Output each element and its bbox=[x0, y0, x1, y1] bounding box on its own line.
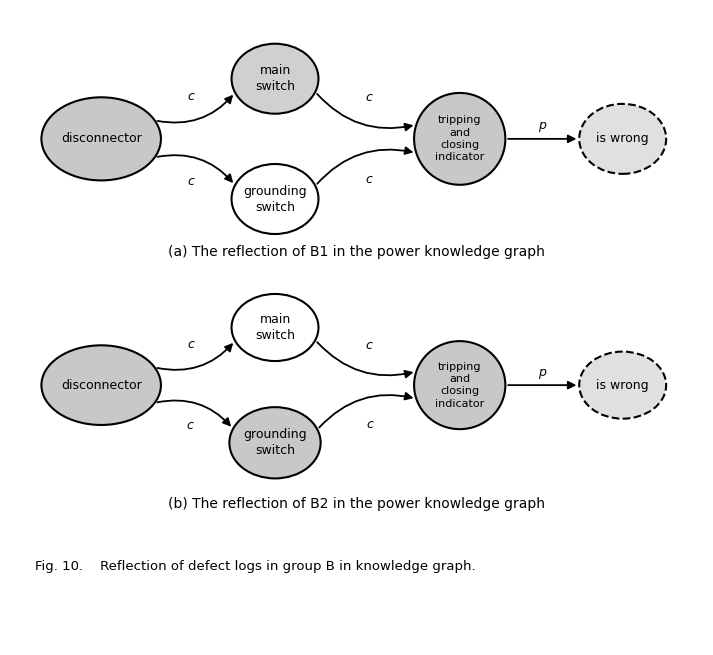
Ellipse shape bbox=[41, 345, 161, 425]
FancyArrowPatch shape bbox=[317, 342, 411, 377]
Text: disconnector: disconnector bbox=[61, 379, 142, 392]
Text: (a) The reflection of B1 in the power knowledge graph: (a) The reflection of B1 in the power kn… bbox=[168, 245, 545, 259]
Text: tripping
and
closing
indicator: tripping and closing indicator bbox=[435, 362, 484, 409]
Ellipse shape bbox=[232, 44, 319, 114]
Text: Fig. 10.    Reflection of defect logs in group B in knowledge graph.: Fig. 10. Reflection of defect logs in gr… bbox=[35, 560, 476, 573]
Ellipse shape bbox=[579, 104, 666, 174]
Text: c: c bbox=[188, 175, 195, 188]
FancyArrowPatch shape bbox=[317, 94, 411, 130]
FancyArrowPatch shape bbox=[158, 400, 230, 425]
FancyArrowPatch shape bbox=[317, 147, 411, 184]
Text: tripping
and
closing
indicator: tripping and closing indicator bbox=[435, 115, 484, 162]
Text: c: c bbox=[188, 338, 195, 350]
Text: c: c bbox=[366, 339, 373, 352]
FancyArrowPatch shape bbox=[319, 393, 411, 428]
Text: is wrong: is wrong bbox=[596, 132, 649, 145]
Text: c: c bbox=[366, 92, 373, 104]
Text: is wrong: is wrong bbox=[596, 379, 649, 392]
FancyArrowPatch shape bbox=[158, 345, 232, 370]
Ellipse shape bbox=[232, 164, 319, 234]
Text: disconnector: disconnector bbox=[61, 132, 142, 145]
Text: main
switch: main switch bbox=[255, 64, 295, 93]
Text: c: c bbox=[366, 174, 373, 186]
Text: grounding
switch: grounding switch bbox=[243, 428, 307, 457]
Text: c: c bbox=[188, 90, 195, 103]
Ellipse shape bbox=[414, 93, 506, 185]
Text: grounding
switch: grounding switch bbox=[243, 185, 307, 214]
FancyArrowPatch shape bbox=[158, 155, 232, 181]
Ellipse shape bbox=[232, 294, 319, 361]
Ellipse shape bbox=[414, 341, 506, 429]
Text: p: p bbox=[538, 119, 546, 132]
Ellipse shape bbox=[579, 352, 666, 419]
Text: c: c bbox=[187, 419, 194, 432]
FancyArrowPatch shape bbox=[158, 96, 232, 122]
Text: p: p bbox=[538, 366, 546, 379]
Text: (b) The reflection of B2 in the power knowledge graph: (b) The reflection of B2 in the power kn… bbox=[168, 497, 545, 511]
Ellipse shape bbox=[230, 407, 321, 478]
Text: c: c bbox=[366, 418, 374, 430]
Text: main
switch: main switch bbox=[255, 313, 295, 342]
Ellipse shape bbox=[41, 98, 161, 180]
